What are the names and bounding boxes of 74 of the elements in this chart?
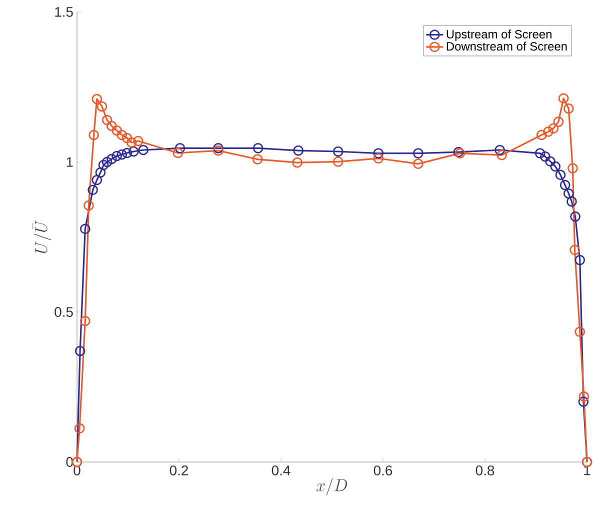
point (106, 154, 117, 164)
point (80, 316, 90, 326)
point (88, 130, 100, 140)
point (540, 151, 550, 162)
point (566, 196, 577, 207)
point (252, 154, 263, 164)
point (574, 254, 586, 266)
point (133, 136, 144, 146)
point (122, 132, 132, 144)
point (332, 146, 344, 157)
point (74, 346, 86, 356)
x-tick-label: 0.8 (476, 466, 494, 476)
y-axis-title: $U/\bar{U}$ (32, 220, 52, 254)
point (213, 143, 224, 154)
point (373, 148, 384, 158)
point (128, 146, 139, 157)
point (560, 180, 570, 190)
point (293, 145, 304, 156)
point (106, 120, 117, 132)
point (116, 130, 128, 140)
point (252, 143, 264, 154)
point (116, 149, 128, 160)
point (84, 200, 94, 211)
legend-label: Downstream of Screen (446, 42, 567, 51)
point (555, 170, 566, 180)
point (563, 103, 574, 114)
point (548, 123, 559, 134)
point (102, 156, 112, 168)
point (126, 137, 137, 148)
point (494, 144, 505, 156)
x-tick-label: 0.4 (272, 466, 290, 476)
x-axis-title: $x/D$ (316, 478, 348, 496)
point (543, 126, 554, 137)
point (553, 116, 564, 127)
point (578, 391, 590, 402)
point (545, 156, 556, 167)
y-tick-label: 0.5 (54, 307, 73, 317)
point (578, 396, 589, 407)
point (536, 130, 547, 140)
x-tick-label: 0.6 (374, 466, 392, 476)
point (373, 153, 384, 164)
point (174, 143, 186, 154)
y-tick-label: 1 (66, 157, 73, 167)
point (80, 224, 90, 234)
point (138, 144, 148, 156)
point (563, 188, 574, 199)
point (112, 150, 122, 162)
point (574, 326, 586, 337)
point (413, 158, 424, 169)
point (213, 145, 224, 156)
point (95, 167, 106, 178)
point (550, 161, 561, 172)
point (92, 174, 102, 186)
point (496, 150, 508, 160)
point (74, 423, 85, 434)
point (570, 211, 580, 222)
point (534, 148, 546, 158)
point (292, 157, 303, 168)
point (98, 160, 109, 170)
point (112, 125, 122, 136)
point (172, 148, 184, 158)
point (568, 163, 578, 174)
point (570, 244, 580, 256)
point (88, 184, 98, 196)
legend-label: Upstream of Screen (446, 30, 552, 41)
point (558, 93, 569, 104)
x-tick-label: 0.2 (170, 466, 188, 476)
point (102, 114, 112, 126)
point (96, 101, 108, 112)
point (413, 148, 424, 158)
point (122, 148, 132, 158)
point (92, 94, 102, 104)
y-tick-label: 1.5 (55, 7, 73, 17)
point (332, 156, 344, 167)
